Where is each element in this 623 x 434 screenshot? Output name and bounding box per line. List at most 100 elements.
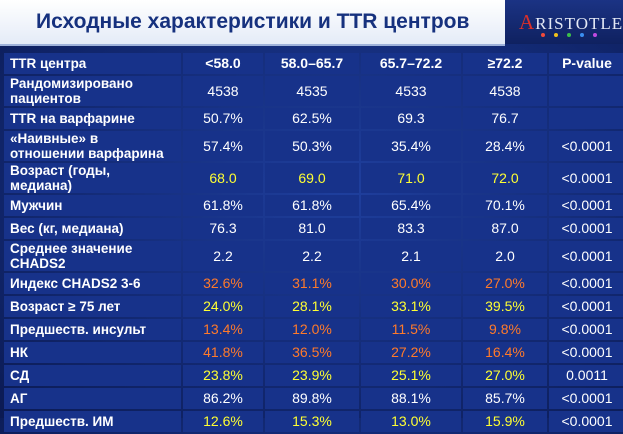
baseline-table: TTR центра <58.0 58.0–65.7 65.7–72.2 ≥72…: [2, 51, 623, 434]
value-cell: 57.4%: [183, 131, 263, 161]
value-cell: 85.7%: [463, 388, 547, 409]
value-cell: 36.5%: [265, 342, 359, 363]
table-row: Рандомизировано пациентов 4538 4535 4533 453…: [4, 76, 623, 106]
logo-dot: [593, 33, 597, 37]
value-cell: 23.8%: [183, 365, 263, 386]
value-cell: 13.0%: [361, 411, 461, 432]
value-cell: 15.9%: [463, 411, 547, 432]
value-cell: 69.3: [361, 108, 461, 129]
value-cell: 13.4%: [183, 319, 263, 340]
row-label: Возраст (годы, медиана): [4, 163, 181, 193]
row-label: Рандомизировано пациентов: [4, 76, 181, 106]
logo-dot: [567, 33, 571, 37]
value-cell: 2.0: [463, 241, 547, 271]
value-cell: 27.2%: [361, 342, 461, 363]
pvalue-cell: <0.0001: [549, 218, 623, 239]
pvalue-cell: 0.0011: [549, 365, 623, 386]
slide-title: Исходные характеристики и TTR центров: [36, 10, 470, 33]
value-cell: 2.2: [265, 241, 359, 271]
header-row: TTR центра <58.0 58.0–65.7 65.7–72.2 ≥72…: [4, 53, 623, 74]
table-row: TTR на варфарине 50.7% 62.5% 69.3 76.7: [4, 108, 623, 129]
value-cell: 76.3: [183, 218, 263, 239]
row-label: Предшеств. ИМ: [4, 411, 181, 432]
value-cell: 12.0%: [265, 319, 359, 340]
pvalue-cell: <0.0001: [549, 163, 623, 193]
value-cell: 61.8%: [265, 195, 359, 216]
value-cell: 89.8%: [265, 388, 359, 409]
value-cell: 71.0: [361, 163, 461, 193]
value-cell: 28.4%: [463, 131, 547, 161]
logo-dot: [554, 33, 558, 37]
table-row: Возраст (годы, медиана) 68.0 69.0 71.0 72.0 <…: [4, 163, 623, 193]
table-row: АГ 86.2% 89.8% 88.1% 85.7% <0.0001: [4, 388, 623, 409]
value-cell: 35.4%: [361, 131, 461, 161]
row-label: Вес (кг, медиана): [4, 218, 181, 239]
pvalue-cell: <0.0001: [549, 241, 623, 271]
value-cell: 32.6%: [183, 273, 263, 294]
pvalue-cell: <0.0001: [549, 411, 623, 432]
value-cell: 4538: [183, 76, 263, 106]
pvalue-cell: <0.0001: [549, 273, 623, 294]
value-cell: 39.5%: [463, 296, 547, 317]
value-cell: 23.9%: [265, 365, 359, 386]
row-label: «Наивные» в отношении варфарина: [4, 131, 181, 161]
pvalue-cell: <0.0001: [549, 195, 623, 216]
value-cell: 68.0: [183, 163, 263, 193]
row-label: Индекс CHADS2 3-6: [4, 273, 181, 294]
pvalue-cell: <0.0001: [549, 319, 623, 340]
value-cell: 88.1%: [361, 388, 461, 409]
header-label: TTR центра: [4, 53, 181, 74]
header-col-3: 65.7–72.2: [361, 53, 461, 74]
value-cell: 31.1%: [265, 273, 359, 294]
value-cell: 4538: [463, 76, 547, 106]
value-cell: 61.8%: [183, 195, 263, 216]
value-cell: 86.2%: [183, 388, 263, 409]
table-row: Предшеств. ИМ 12.6% 15.3% 13.0% 15.9% <0.0001: [4, 411, 623, 432]
row-label: АГ: [4, 388, 181, 409]
logo-dot: [580, 33, 584, 37]
header-col-4: ≥72.2: [463, 53, 547, 74]
value-cell: 41.8%: [183, 342, 263, 363]
table-row: НК 41.8% 36.5% 27.2% 16.4% <0.0001: [4, 342, 623, 363]
logo-dot: [541, 33, 545, 37]
value-cell: 50.3%: [265, 131, 359, 161]
table-row: Индекс CHADS2 3-6 32.6% 31.1% 30.0% 27.0% <0.…: [4, 273, 623, 294]
value-cell: 65.4%: [361, 195, 461, 216]
value-cell: 83.3: [361, 218, 461, 239]
table-row: Среднее значение CHADS2 2.2 2.2 2.1 2.0 <0.00…: [4, 241, 623, 271]
title-bar: Исходные характеристики и TTR центров: [0, 0, 505, 46]
table-row: СД 23.8% 23.9% 25.1% 27.0% 0.0011: [4, 365, 623, 386]
row-label: Мужчин: [4, 195, 181, 216]
value-cell: 4533: [361, 76, 461, 106]
value-cell: 72.0: [463, 163, 547, 193]
value-cell: 28.1%: [265, 296, 359, 317]
row-label: Предшеств. инсульт: [4, 319, 181, 340]
row-label: Возраст ≥ 75 лет: [4, 296, 181, 317]
table-row: Предшеств. инсульт 13.4% 12.0% 11.5% 9.8% <0.…: [4, 319, 623, 340]
value-cell: 62.5%: [265, 108, 359, 129]
pvalue-cell: [549, 108, 623, 129]
value-cell: 12.6%: [183, 411, 263, 432]
value-cell: 87.0: [463, 218, 547, 239]
value-cell: 25.1%: [361, 365, 461, 386]
header-col-pvalue: P-value: [549, 53, 623, 74]
value-cell: 27.0%: [463, 365, 547, 386]
table-row: Вес (кг, медиана) 76.3 81.0 83.3 87.0 <0.0001: [4, 218, 623, 239]
value-cell: 50.7%: [183, 108, 263, 129]
value-cell: 24.0%: [183, 296, 263, 317]
value-cell: 16.4%: [463, 342, 547, 363]
value-cell: 27.0%: [463, 273, 547, 294]
pvalue-cell: <0.0001: [549, 296, 623, 317]
value-cell: 2.2: [183, 241, 263, 271]
value-cell: 30.0%: [361, 273, 461, 294]
row-label: Среднее значение CHADS2: [4, 241, 181, 271]
table-row: Возраст ≥ 75 лет 24.0% 28.1% 33.1% 39.5% <0.0…: [4, 296, 623, 317]
value-cell: 15.3%: [265, 411, 359, 432]
value-cell: 2.1: [361, 241, 461, 271]
row-label: НК: [4, 342, 181, 363]
table-row: «Наивные» в отношении варфарина 57.4% 50.3…: [4, 131, 623, 161]
pvalue-cell: <0.0001: [549, 342, 623, 363]
row-label: СД: [4, 365, 181, 386]
value-cell: 9.8%: [463, 319, 547, 340]
value-cell: 70.1%: [463, 195, 547, 216]
